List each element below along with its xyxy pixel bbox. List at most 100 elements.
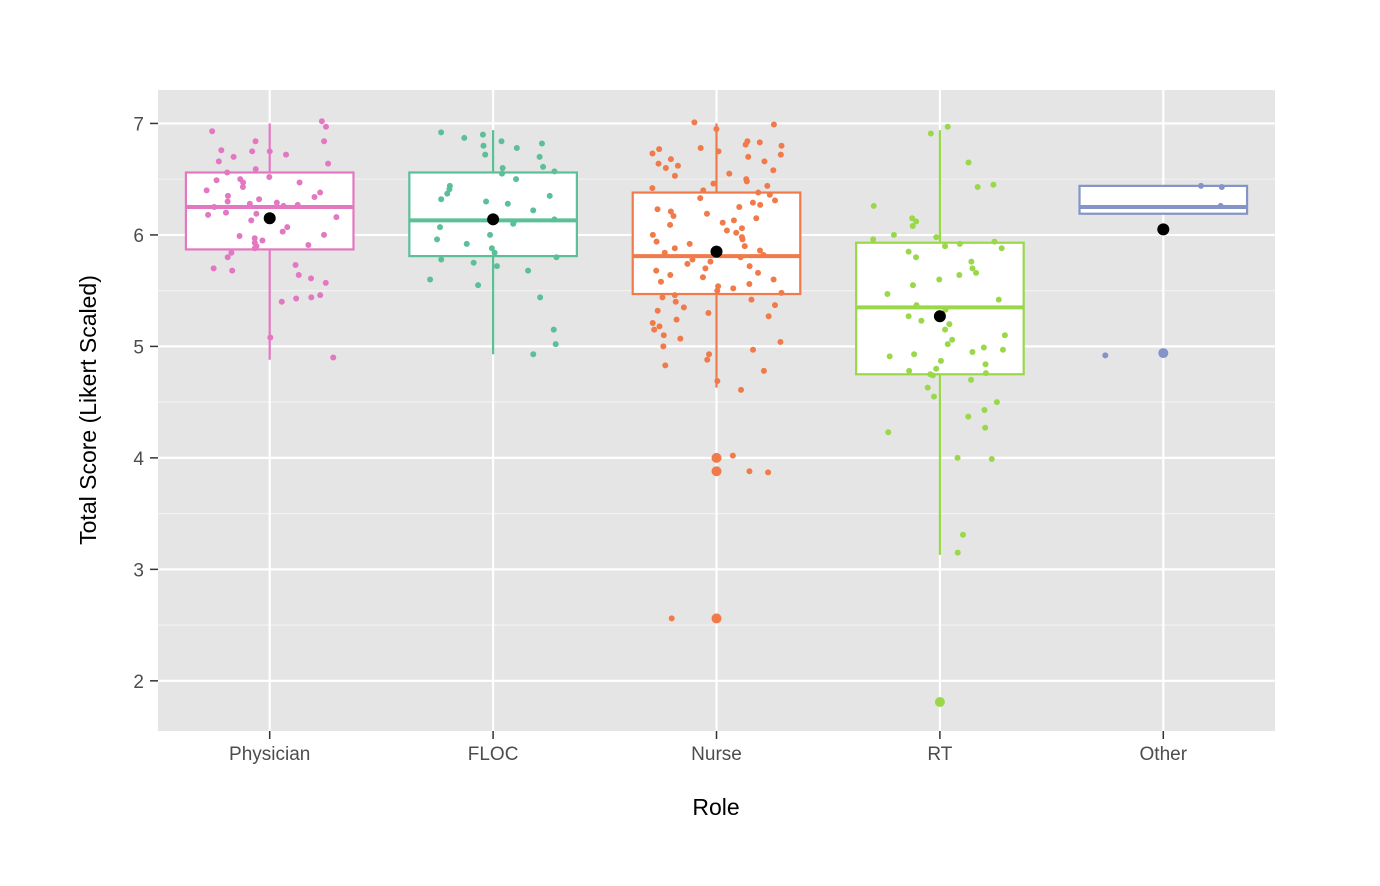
data-point xyxy=(778,142,785,149)
data-point xyxy=(697,195,704,202)
data-point xyxy=(765,313,772,320)
data-point xyxy=(655,160,662,167)
data-point xyxy=(321,138,328,145)
data-point xyxy=(982,424,989,431)
data-point xyxy=(213,177,220,184)
data-point xyxy=(293,295,300,302)
data-point xyxy=(699,274,706,281)
data-point xyxy=(296,179,303,186)
data-point xyxy=(680,304,687,311)
data-point xyxy=(308,275,315,282)
data-point xyxy=(739,236,746,243)
data-point xyxy=(981,406,988,413)
data-point xyxy=(240,179,247,186)
data-point xyxy=(968,376,975,383)
y-tick-label: 5 xyxy=(133,337,144,358)
data-point xyxy=(954,549,961,556)
data-point xyxy=(656,323,663,330)
data-point xyxy=(885,429,892,436)
data-point xyxy=(483,198,490,205)
y-tick-label: 7 xyxy=(133,114,144,135)
data-point xyxy=(446,186,453,193)
data-point xyxy=(905,313,912,320)
data-point xyxy=(737,254,744,261)
data-point xyxy=(470,259,477,266)
data-point xyxy=(749,199,756,206)
data-point xyxy=(434,236,441,243)
data-point xyxy=(956,272,963,279)
data-point xyxy=(498,170,505,177)
outlier-point xyxy=(711,613,722,624)
data-point xyxy=(491,249,498,256)
data-point xyxy=(726,170,733,177)
data-point xyxy=(487,231,494,238)
data-point xyxy=(954,454,961,461)
data-point xyxy=(550,326,557,333)
data-point xyxy=(884,291,891,298)
y-tick-label: 2 xyxy=(133,672,144,693)
data-point xyxy=(209,128,216,135)
data-point xyxy=(662,362,669,369)
data-point xyxy=(691,119,698,126)
data-point xyxy=(1102,352,1109,359)
data-point xyxy=(295,272,302,279)
data-point xyxy=(909,215,916,222)
data-point xyxy=(672,298,679,305)
data-point xyxy=(674,162,681,169)
data-point xyxy=(461,134,468,141)
data-point xyxy=(538,140,545,147)
x-tick-label: RT xyxy=(927,744,952,765)
data-point xyxy=(733,229,740,236)
data-point xyxy=(906,367,913,374)
data-point xyxy=(537,294,544,301)
data-point xyxy=(215,158,222,165)
data-point xyxy=(946,321,953,328)
data-point xyxy=(770,276,777,283)
data-point xyxy=(667,272,674,279)
mean-markers xyxy=(263,212,1170,323)
data-point xyxy=(765,469,772,476)
data-point xyxy=(973,269,980,276)
data-point xyxy=(988,455,995,462)
data-point xyxy=(488,245,495,252)
data-point xyxy=(205,211,212,218)
data-point xyxy=(736,204,743,211)
data-point xyxy=(203,187,210,194)
data-point xyxy=(715,283,722,290)
data-point xyxy=(702,265,709,272)
data-point xyxy=(719,219,726,226)
data-point xyxy=(670,212,677,219)
data-point xyxy=(993,399,1000,406)
data-point xyxy=(991,238,998,245)
data-point xyxy=(493,263,500,270)
data-point xyxy=(936,276,943,283)
data-point xyxy=(982,361,989,368)
x-tick-label: Nurse xyxy=(691,744,742,765)
data-point xyxy=(704,356,711,363)
y-tick-label: 6 xyxy=(133,226,144,247)
x-axis: Physician FLOC Nurse RT Other xyxy=(229,731,1188,765)
mean-point xyxy=(487,213,500,226)
data-point xyxy=(499,165,506,172)
data-point xyxy=(911,351,918,358)
x-tick-label: Physician xyxy=(229,744,310,765)
data-point xyxy=(760,367,767,374)
data-point xyxy=(942,306,949,313)
data-point xyxy=(778,289,785,296)
data-point xyxy=(536,153,543,160)
data-point xyxy=(649,231,656,238)
y-tick-label: 4 xyxy=(133,449,144,470)
data-point xyxy=(266,148,273,155)
data-point xyxy=(743,178,750,185)
data-point xyxy=(706,351,713,358)
data-point xyxy=(756,247,763,254)
data-point xyxy=(713,126,720,133)
y-axis: 2 3 4 5 6 7 xyxy=(133,114,158,693)
data-point xyxy=(741,243,748,250)
data-point xyxy=(671,245,678,252)
data-point xyxy=(969,265,976,272)
data-point xyxy=(321,231,328,238)
x-axis-title: Role xyxy=(692,794,739,820)
box-iqr xyxy=(184,171,355,251)
data-point xyxy=(660,332,667,339)
